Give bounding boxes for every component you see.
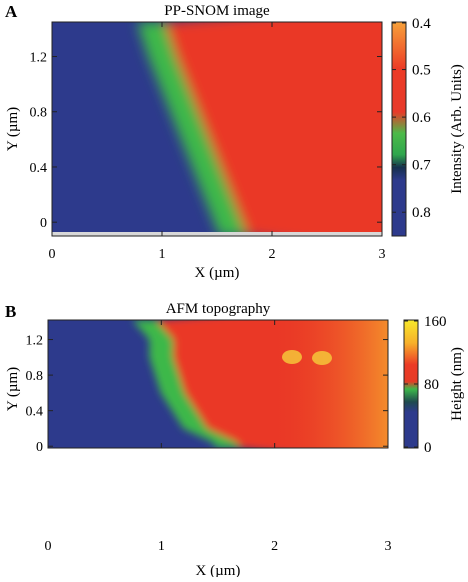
x-tick-label: 0: [45, 539, 52, 554]
panel-b-ylabel: Y (µm): [5, 367, 21, 411]
panel-a-xlabel: X (µm): [195, 265, 240, 281]
panel-a-boundary-band: [137, 22, 254, 236]
y-tick-label: 1.2: [26, 334, 44, 349]
y-tick-label: 0.4: [26, 405, 44, 420]
panel-b: B AFM topography 0 1 2 3 0 0.4 0.8 1.2 X (µm) Y…: [5, 301, 465, 579]
panel-a-title: PP-SNOM image: [164, 3, 270, 19]
colorbar-tick-label: 80: [424, 377, 439, 393]
panel-a-heatmap: [52, 22, 382, 236]
panel-b-frame: [47, 319, 389, 449]
panel-b-ticks: 0 1 2 3 0 0.4 0.8 1.2: [26, 320, 392, 554]
y-tick-label: 0.4: [30, 161, 48, 176]
panel-b-title: AFM topography: [166, 301, 271, 317]
panel-a-ticks: 0 1 2 3 0 0.4 0.8 1.2: [30, 22, 386, 262]
x-tick-label: 3: [379, 247, 386, 262]
colorbar-tick-label: 0.5: [412, 63, 431, 79]
colorbar-tick-label: 0.8: [412, 205, 431, 221]
panel-b-xlabel: X (µm): [196, 563, 241, 577]
y-tick-label: 0.8: [30, 106, 48, 121]
y-tick-label: 0: [36, 440, 43, 455]
colorbar-tick-label: 0.6: [412, 110, 431, 126]
x-tick-label: 0: [49, 247, 56, 262]
panel-b-heatmap: [48, 320, 388, 448]
y-tick-label: 0: [40, 216, 47, 231]
panel-b-colorbar-ticks: 0 80 160: [404, 314, 447, 456]
panel-a-high-region: [165, 22, 382, 236]
panel-a-ylabel: Y (µm): [5, 107, 21, 151]
panel-a-bottom-strip: [52, 232, 382, 236]
colorbar-tick-label: 0: [424, 440, 432, 456]
panel-a: A PP-SNOM image 0 1 2 3 0 0.4 0.8 1.2 X (µm) Y …: [5, 2, 465, 281]
y-tick-label: 1.2: [30, 51, 48, 66]
panel-a-letter: A: [5, 2, 18, 21]
y-tick-label: 0.8: [26, 369, 44, 384]
panel-a-colorbar: [391, 21, 407, 237]
panel-b-high-spot-2: [312, 351, 332, 365]
x-tick-label: 1: [159, 247, 166, 262]
colorbar-tick-label: 0.4: [412, 16, 431, 32]
panel-a-frame: [51, 21, 383, 237]
panel-a-colorbar-ticks: 0.4 0.5 0.6 0.7 0.8: [392, 16, 431, 221]
panel-b-high-spot-1: [282, 350, 302, 364]
panel-b-colorbar-label: Height (nm): [449, 347, 465, 421]
panel-a-colorbar-label: Intensity (Arb. Units): [449, 64, 465, 194]
colorbar-tick-label: 160: [424, 314, 447, 330]
x-tick-label: 2: [269, 247, 276, 262]
x-tick-label: 2: [271, 539, 278, 554]
panel-b-boundary-band: [132, 320, 248, 448]
panel-b-letter: B: [5, 302, 16, 321]
panel-b-orange-fade: [270, 320, 388, 448]
x-tick-label: 1: [158, 539, 165, 554]
colorbar-tick-label: 0.7: [412, 158, 431, 174]
x-tick-label: 3: [385, 539, 392, 554]
